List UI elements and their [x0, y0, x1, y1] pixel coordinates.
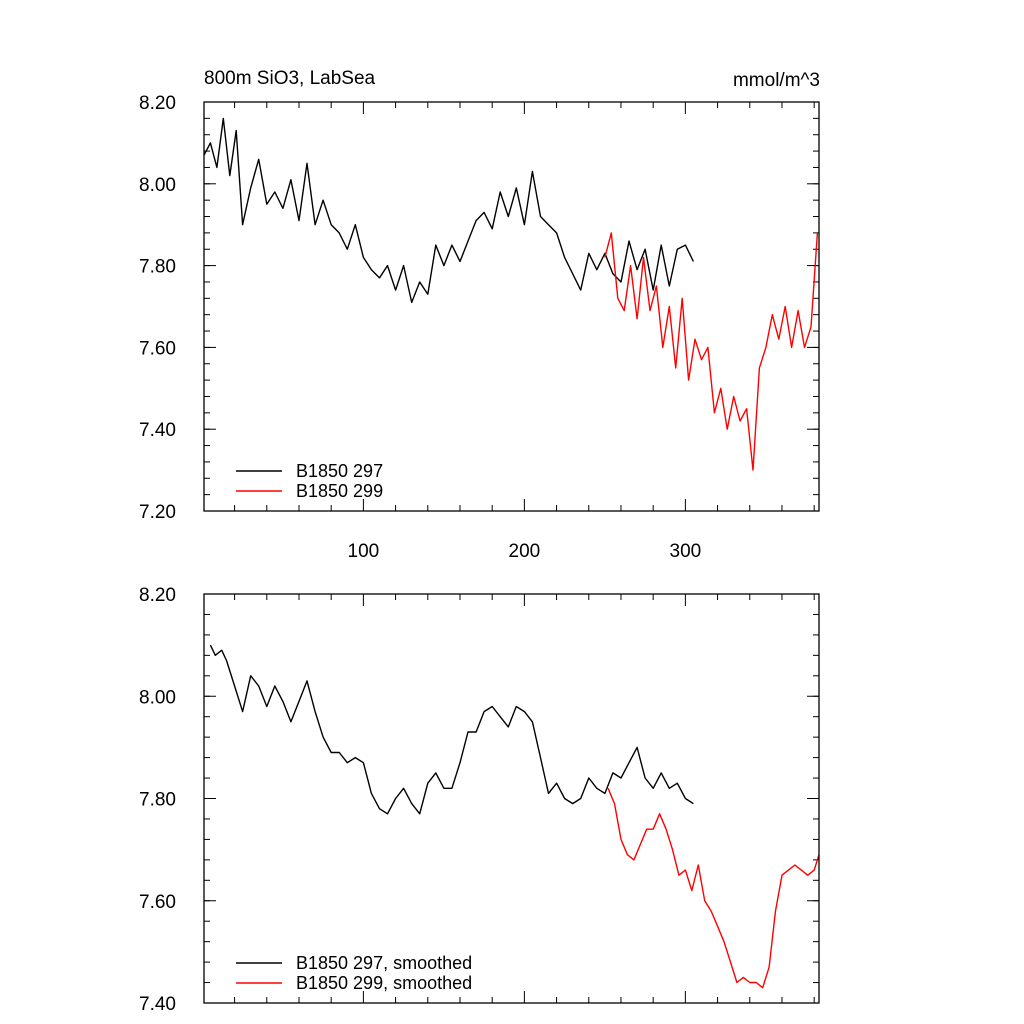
y-tick-label: 8.00 — [139, 687, 176, 708]
units-label: mmol/m^3 — [733, 70, 820, 91]
y-tick-label: 8.20 — [139, 93, 176, 114]
top-plot-frame — [203, 101, 820, 512]
legend-label-297: B1850 297 — [296, 461, 383, 481]
top-series-line-1 — [604, 232, 819, 471]
x-tick-label: 300 — [670, 541, 702, 562]
y-tick-label: 7.80 — [139, 257, 176, 278]
legend-label-297-smoothed: B1850 297, smoothed — [296, 953, 472, 973]
legend-label-299-smoothed: B1850 299, smoothed — [296, 973, 472, 993]
y-tick-label: 8.20 — [139, 585, 176, 606]
chart-title: 800m SiO3, LabSea — [204, 68, 376, 89]
bottom-panel: 7.40 7.60 7.80 8.00 8.20 B1850 297, smoothed… — [139, 585, 820, 1015]
top-panel: 800m SiO3, LabSea mmol/m^3 7.20 7.40 7.60 7… — [139, 68, 820, 562]
bottom-axes: 7.40 7.60 7.80 8.00 8.20 — [139, 585, 819, 1015]
y-tick-label: 7.60 — [139, 892, 176, 913]
bottom-plot-frame — [203, 593, 820, 1004]
y-tick-label: 7.60 — [139, 338, 176, 359]
legend-label-299: B1850 299 — [296, 481, 383, 501]
y-tick-label: 7.40 — [139, 994, 176, 1015]
y-tick-label: 7.80 — [139, 790, 176, 811]
y-tick-label: 7.20 — [139, 502, 176, 523]
bottom-series-lines — [209, 644, 820, 989]
top-series-line-0 — [203, 117, 695, 304]
x-tick-label: 200 — [509, 541, 541, 562]
x-tick-label: 100 — [348, 541, 380, 562]
bottom-series-line-0 — [209, 644, 694, 815]
y-tick-label: 8.00 — [139, 175, 176, 196]
top-legend: B1850 297 B1850 299 — [236, 461, 383, 501]
bottom-legend: B1850 297, smoothed B1850 299, smoothed — [236, 953, 472, 993]
top-series-lines — [203, 117, 819, 471]
y-tick-label: 7.40 — [139, 420, 176, 441]
bottom-series-line-1 — [607, 788, 820, 989]
